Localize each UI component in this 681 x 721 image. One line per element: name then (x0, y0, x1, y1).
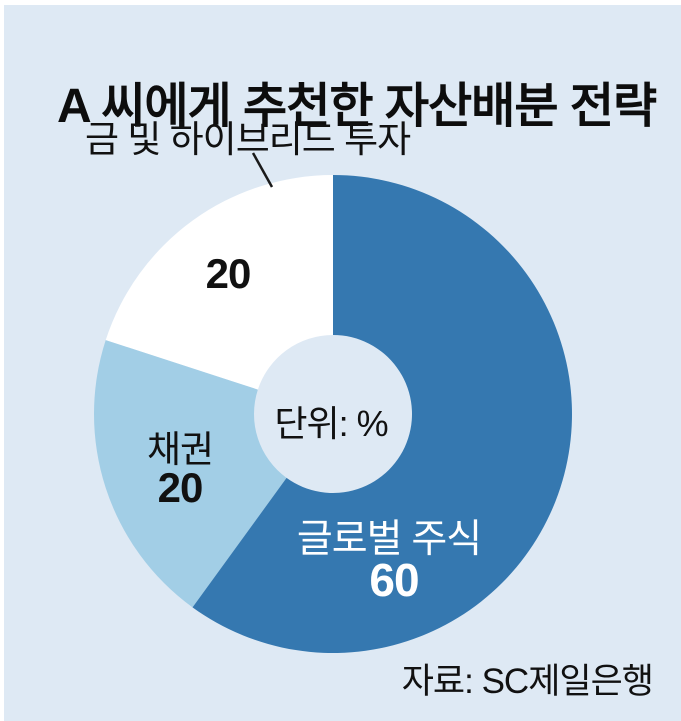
slice-value-gold-hybrid: 20 (205, 250, 252, 297)
slice-label-gold-hybrid: 금 및 하이브리드 투자 (85, 119, 411, 160)
slice-value-global-stocks: 60 (369, 554, 419, 606)
slice-value-bonds: 20 (157, 464, 204, 511)
source-credit: 자료: SC제일은행 (401, 662, 654, 701)
donut-slice-1 (93, 340, 287, 608)
slice-label-bonds: 채권 (146, 429, 214, 470)
donut-slice-0 (192, 175, 572, 653)
slice-label-global-stocks: 글로벌 주식 (296, 518, 482, 561)
leader-line (251, 152, 274, 188)
chart-title: A 씨에게 추천한 자산배분 전략 (57, 80, 657, 134)
donut-slice-2 (105, 175, 333, 390)
unit-label: 단위: % (274, 403, 388, 444)
